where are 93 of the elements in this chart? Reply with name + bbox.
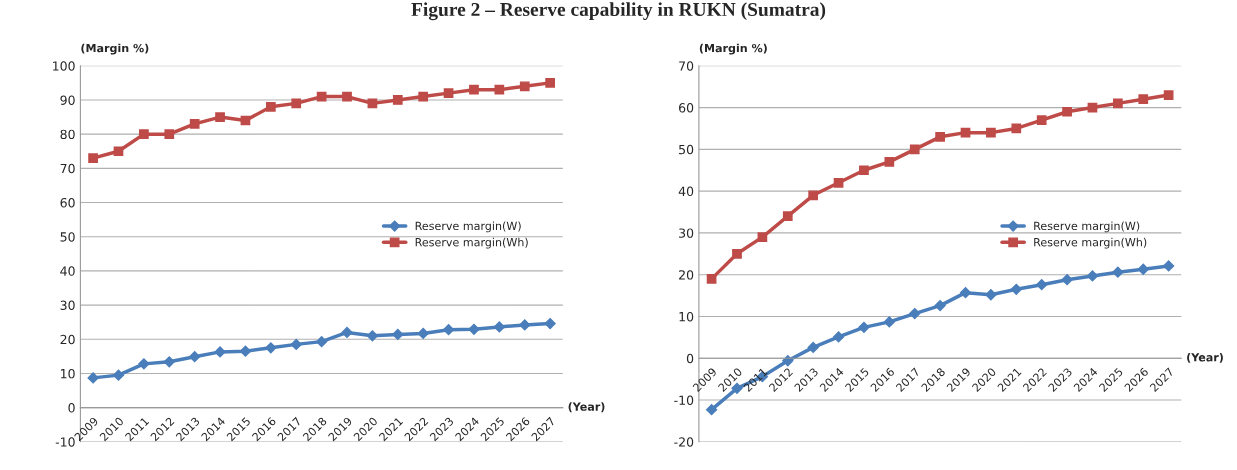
- point: [138, 358, 150, 370]
- point: [189, 351, 201, 363]
- y-tick-label: 50: [679, 144, 694, 155]
- point: [705, 404, 718, 416]
- point: [732, 248, 742, 259]
- point: [163, 356, 175, 368]
- point: [1138, 94, 1149, 105]
- point: [139, 129, 149, 140]
- point: [935, 131, 945, 142]
- point: [87, 372, 99, 384]
- point: [807, 341, 819, 353]
- point: [493, 321, 505, 333]
- y-tick-label: 40: [678, 186, 694, 197]
- point: [545, 78, 556, 88]
- point: [88, 153, 98, 163]
- point: [1061, 274, 1073, 286]
- point: [1112, 266, 1124, 278]
- point: [1086, 270, 1099, 282]
- point: [189, 119, 200, 129]
- point: [265, 342, 277, 354]
- point: [858, 321, 870, 333]
- point: [883, 316, 895, 328]
- y-tick-label: 30: [679, 228, 694, 238]
- point: [469, 84, 479, 95]
- y-tick-label: 0: [68, 403, 75, 413]
- point: [959, 287, 972, 299]
- point: [909, 307, 921, 320]
- point: [214, 346, 226, 358]
- legend-label: Reserve margin(W): [1034, 221, 1140, 233]
- point: [443, 88, 454, 99]
- point: [1036, 279, 1048, 291]
- y-tick-label: 90: [60, 95, 75, 105]
- y-tick-label: 50: [60, 232, 75, 242]
- y-tick-label: -20: [674, 437, 694, 447]
- point: [833, 177, 844, 188]
- point: [519, 81, 530, 92]
- point: [392, 95, 403, 105]
- point: [290, 338, 302, 350]
- y-axis-title: (Margin %): [81, 43, 149, 55]
- point: [494, 84, 505, 95]
- legend-label: Reserve margin(W): [415, 221, 521, 233]
- y-tick-label: 70: [60, 163, 75, 174]
- point: [215, 112, 225, 122]
- point: [832, 331, 845, 343]
- point: [782, 211, 793, 222]
- y-tick-label: 80: [60, 129, 75, 140]
- y-tick-label: 0: [686, 353, 694, 364]
- point: [1112, 98, 1123, 109]
- point: [1163, 260, 1175, 272]
- legend-label: Reserve margin(Wh): [1034, 237, 1147, 249]
- point: [1036, 115, 1047, 125]
- point: [519, 319, 531, 331]
- y-tick-label: 20: [60, 334, 75, 345]
- point: [706, 274, 717, 284]
- y-tick-label: -10: [674, 395, 694, 405]
- point: [985, 289, 997, 301]
- point: [316, 336, 328, 348]
- point: [859, 165, 869, 176]
- point: [265, 101, 276, 112]
- legend-label: Reserve margin(Wh): [415, 237, 528, 249]
- y-tick-label: 10: [61, 368, 75, 379]
- point: [164, 129, 175, 140]
- point: [1011, 123, 1022, 134]
- y-tick-label: 70: [679, 61, 694, 71]
- y-tick-label: 20: [679, 270, 694, 280]
- y-axis-title: (Margin %): [699, 43, 767, 55]
- point: [986, 127, 996, 138]
- point: [1137, 263, 1149, 275]
- y-tick-label: 30: [60, 300, 75, 310]
- point: [808, 190, 819, 201]
- point: [934, 299, 946, 312]
- y-tick-label: -10: [55, 437, 75, 447]
- point: [418, 91, 429, 102]
- text: Figure 2 – Reserve capability in RUKN (Sumatra): [411, 2, 826, 21]
- point: [1163, 90, 1174, 100]
- y-tick-label: 40: [60, 266, 75, 276]
- y-tick-label: 100: [53, 61, 75, 71]
- y-tick-label: 60: [679, 103, 694, 113]
- point: [884, 157, 895, 167]
- point: [468, 323, 480, 335]
- point: [341, 326, 353, 339]
- point: [909, 144, 920, 155]
- point: [342, 91, 352, 102]
- x-axis-title: (Year): [568, 402, 605, 413]
- x-axis-title: (Year): [1187, 352, 1223, 363]
- y-tick-label: 60: [60, 198, 75, 208]
- point: [1062, 106, 1072, 117]
- point: [113, 146, 124, 157]
- point: [960, 127, 971, 138]
- y-tick-label: 10: [679, 311, 694, 322]
- point: [757, 232, 768, 242]
- point: [1010, 283, 1022, 295]
- point: [291, 98, 302, 109]
